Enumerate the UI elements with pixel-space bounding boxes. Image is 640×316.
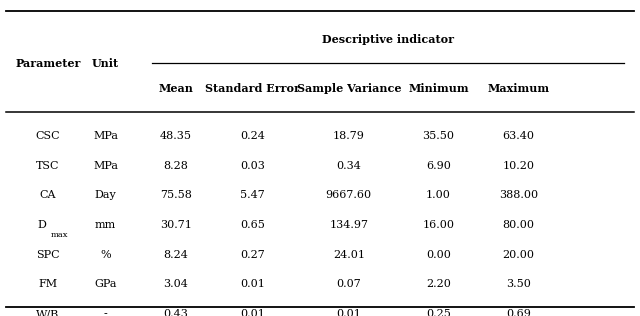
Text: 6.90: 6.90 xyxy=(426,161,451,171)
Text: 0.24: 0.24 xyxy=(241,131,265,141)
Text: 35.50: 35.50 xyxy=(422,131,454,141)
Text: 2.20: 2.20 xyxy=(426,279,451,289)
Text: -: - xyxy=(104,309,108,316)
Text: CA: CA xyxy=(40,190,56,200)
Text: 0.07: 0.07 xyxy=(337,279,361,289)
Text: W/B: W/B xyxy=(36,309,60,316)
Text: mm: mm xyxy=(95,220,116,230)
Text: SPC: SPC xyxy=(36,250,60,260)
Text: Day: Day xyxy=(95,190,116,200)
Text: 24.01: 24.01 xyxy=(333,250,365,260)
Text: 0.65: 0.65 xyxy=(241,220,265,230)
Text: Unit: Unit xyxy=(92,58,119,70)
Text: 16.00: 16.00 xyxy=(422,220,454,230)
Text: 80.00: 80.00 xyxy=(502,220,534,230)
Text: Mean: Mean xyxy=(159,83,193,94)
Text: FM: FM xyxy=(38,279,58,289)
Text: 0.43: 0.43 xyxy=(164,309,188,316)
Text: 0.27: 0.27 xyxy=(241,250,265,260)
Text: 30.71: 30.71 xyxy=(160,220,192,230)
Text: %: % xyxy=(100,250,111,260)
Text: 0.25: 0.25 xyxy=(426,309,451,316)
Text: Sample Variance: Sample Variance xyxy=(296,83,401,94)
Text: 388.00: 388.00 xyxy=(499,190,538,200)
Text: 8.28: 8.28 xyxy=(164,161,188,171)
Text: TSC: TSC xyxy=(36,161,60,171)
Text: Minimum: Minimum xyxy=(408,83,468,94)
Text: Standard Error: Standard Error xyxy=(205,83,300,94)
Text: 134.97: 134.97 xyxy=(330,220,368,230)
Text: 3.50: 3.50 xyxy=(506,279,531,289)
Text: 75.58: 75.58 xyxy=(160,190,192,200)
Text: 1.00: 1.00 xyxy=(426,190,451,200)
Text: Descriptive indicator: Descriptive indicator xyxy=(322,34,454,45)
Text: 5.47: 5.47 xyxy=(241,190,265,200)
Text: 48.35: 48.35 xyxy=(160,131,192,141)
Text: 3.04: 3.04 xyxy=(164,279,188,289)
Text: 0.03: 0.03 xyxy=(241,161,265,171)
Text: MPa: MPa xyxy=(93,131,118,141)
Text: 0.34: 0.34 xyxy=(337,161,361,171)
Text: MPa: MPa xyxy=(93,161,118,171)
Text: Parameter: Parameter xyxy=(15,58,81,70)
Text: Maximum: Maximum xyxy=(487,83,550,94)
Text: 18.79: 18.79 xyxy=(333,131,365,141)
Text: CSC: CSC xyxy=(36,131,60,141)
Text: 8.24: 8.24 xyxy=(164,250,188,260)
Text: 63.40: 63.40 xyxy=(502,131,534,141)
Text: 0.69: 0.69 xyxy=(506,309,531,316)
Text: 20.00: 20.00 xyxy=(502,250,534,260)
Text: 0.00: 0.00 xyxy=(426,250,451,260)
Text: max: max xyxy=(51,231,68,239)
Text: 0.01: 0.01 xyxy=(241,279,265,289)
Text: GPa: GPa xyxy=(94,279,117,289)
Text: D: D xyxy=(37,220,46,230)
Text: 9667.60: 9667.60 xyxy=(326,190,372,200)
Text: 0.01: 0.01 xyxy=(241,309,265,316)
Text: 0.01: 0.01 xyxy=(337,309,361,316)
Text: 10.20: 10.20 xyxy=(502,161,534,171)
